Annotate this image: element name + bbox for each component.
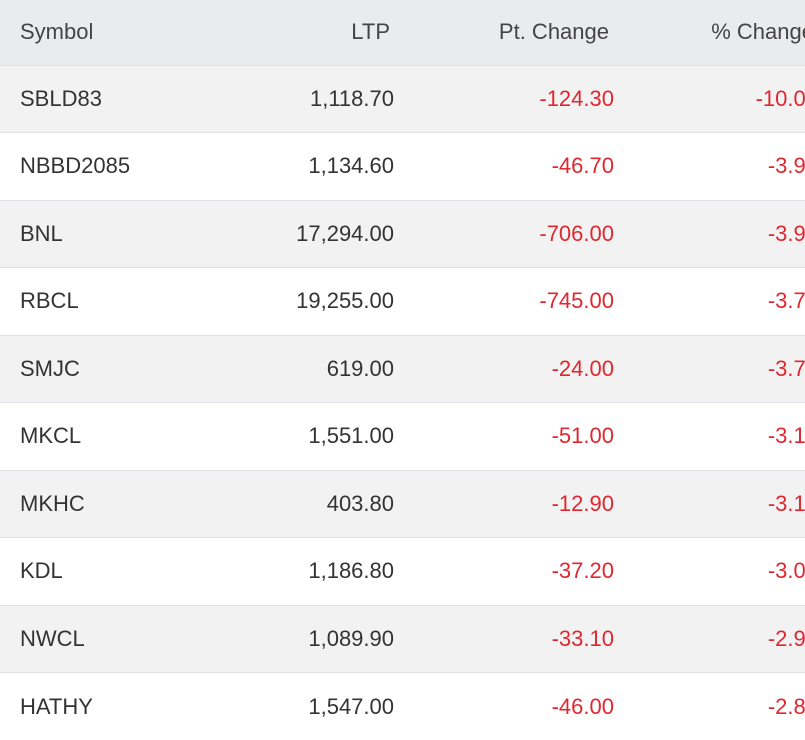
cell-pt-change: -706.00 (394, 200, 614, 268)
cell-ltp: 17,294.00 (220, 200, 394, 268)
cell-symbol[interactable]: KDL (0, 538, 220, 606)
cell-pt-change: -124.30 (394, 65, 614, 133)
table-row[interactable]: NWCL 1,089.90 -33.10 -2.95 (0, 605, 805, 673)
header-row: Symbol LTP Pt. Change % Change (0, 0, 805, 65)
table-row[interactable]: KDL 1,186.80 -37.20 -3.04 (0, 538, 805, 606)
cell-pct-change: -3.73 (614, 268, 805, 336)
cell-symbol[interactable]: HATHY (0, 673, 220, 740)
cell-pct-change: -2.89 (614, 673, 805, 740)
cell-symbol[interactable]: SBLD83 (0, 65, 220, 133)
cell-pct-change: -2.95 (614, 605, 805, 673)
header-symbol[interactable]: Symbol (0, 0, 220, 65)
header-pt-change[interactable]: Pt. Change (394, 0, 614, 65)
header-ltp[interactable]: LTP (220, 0, 394, 65)
table-body: SBLD83 1,118.70 -124.30 -10.00 NBBD2085 … (0, 65, 805, 740)
cell-ltp: 1,547.00 (220, 673, 394, 740)
cell-ltp: 1,134.60 (220, 133, 394, 201)
cell-ltp: 1,186.80 (220, 538, 394, 606)
cell-pct-change: -10.00 (614, 65, 805, 133)
cell-symbol[interactable]: MKCL (0, 403, 220, 471)
cell-ltp: 619.00 (220, 335, 394, 403)
cell-ltp: 1,551.00 (220, 403, 394, 471)
cell-ltp: 19,255.00 (220, 268, 394, 336)
cell-pt-change: -745.00 (394, 268, 614, 336)
table-row[interactable]: NBBD2085 1,134.60 -46.70 -3.95 (0, 133, 805, 201)
cell-pt-change: -24.00 (394, 335, 614, 403)
cell-symbol[interactable]: MKHC (0, 470, 220, 538)
table-row[interactable]: HATHY 1,547.00 -46.00 -2.89 (0, 673, 805, 740)
cell-pt-change: -12.90 (394, 470, 614, 538)
table-row[interactable]: SBLD83 1,118.70 -124.30 -10.00 (0, 65, 805, 133)
cell-symbol[interactable]: BNL (0, 200, 220, 268)
cell-pt-change: -46.00 (394, 673, 614, 740)
cell-pct-change: -3.73 (614, 335, 805, 403)
table-row[interactable]: RBCL 19,255.00 -745.00 -3.73 (0, 268, 805, 336)
cell-pt-change: -51.00 (394, 403, 614, 471)
header-pct-change[interactable]: % Change (614, 0, 805, 65)
table-row[interactable]: MKCL 1,551.00 -51.00 -3.18 (0, 403, 805, 471)
cell-pt-change: -33.10 (394, 605, 614, 673)
cell-pt-change: -46.70 (394, 133, 614, 201)
cell-symbol[interactable]: RBCL (0, 268, 220, 336)
cell-ltp: 1,118.70 (220, 65, 394, 133)
cell-symbol[interactable]: SMJC (0, 335, 220, 403)
cell-pct-change: -3.18 (614, 403, 805, 471)
table-row[interactable]: BNL 17,294.00 -706.00 -3.92 (0, 200, 805, 268)
cell-pct-change: -3.04 (614, 538, 805, 606)
cell-pt-change: -37.20 (394, 538, 614, 606)
cell-symbol[interactable]: NBBD2085 (0, 133, 220, 201)
cell-pct-change: -3.10 (614, 470, 805, 538)
table-row[interactable]: SMJC 619.00 -24.00 -3.73 (0, 335, 805, 403)
cell-ltp: 1,089.90 (220, 605, 394, 673)
cell-pct-change: -3.92 (614, 200, 805, 268)
table-row[interactable]: MKHC 403.80 -12.90 -3.10 (0, 470, 805, 538)
cell-pct-change: -3.95 (614, 133, 805, 201)
table-header: Symbol LTP Pt. Change % Change (0, 0, 805, 65)
cell-ltp: 403.80 (220, 470, 394, 538)
cell-symbol[interactable]: NWCL (0, 605, 220, 673)
